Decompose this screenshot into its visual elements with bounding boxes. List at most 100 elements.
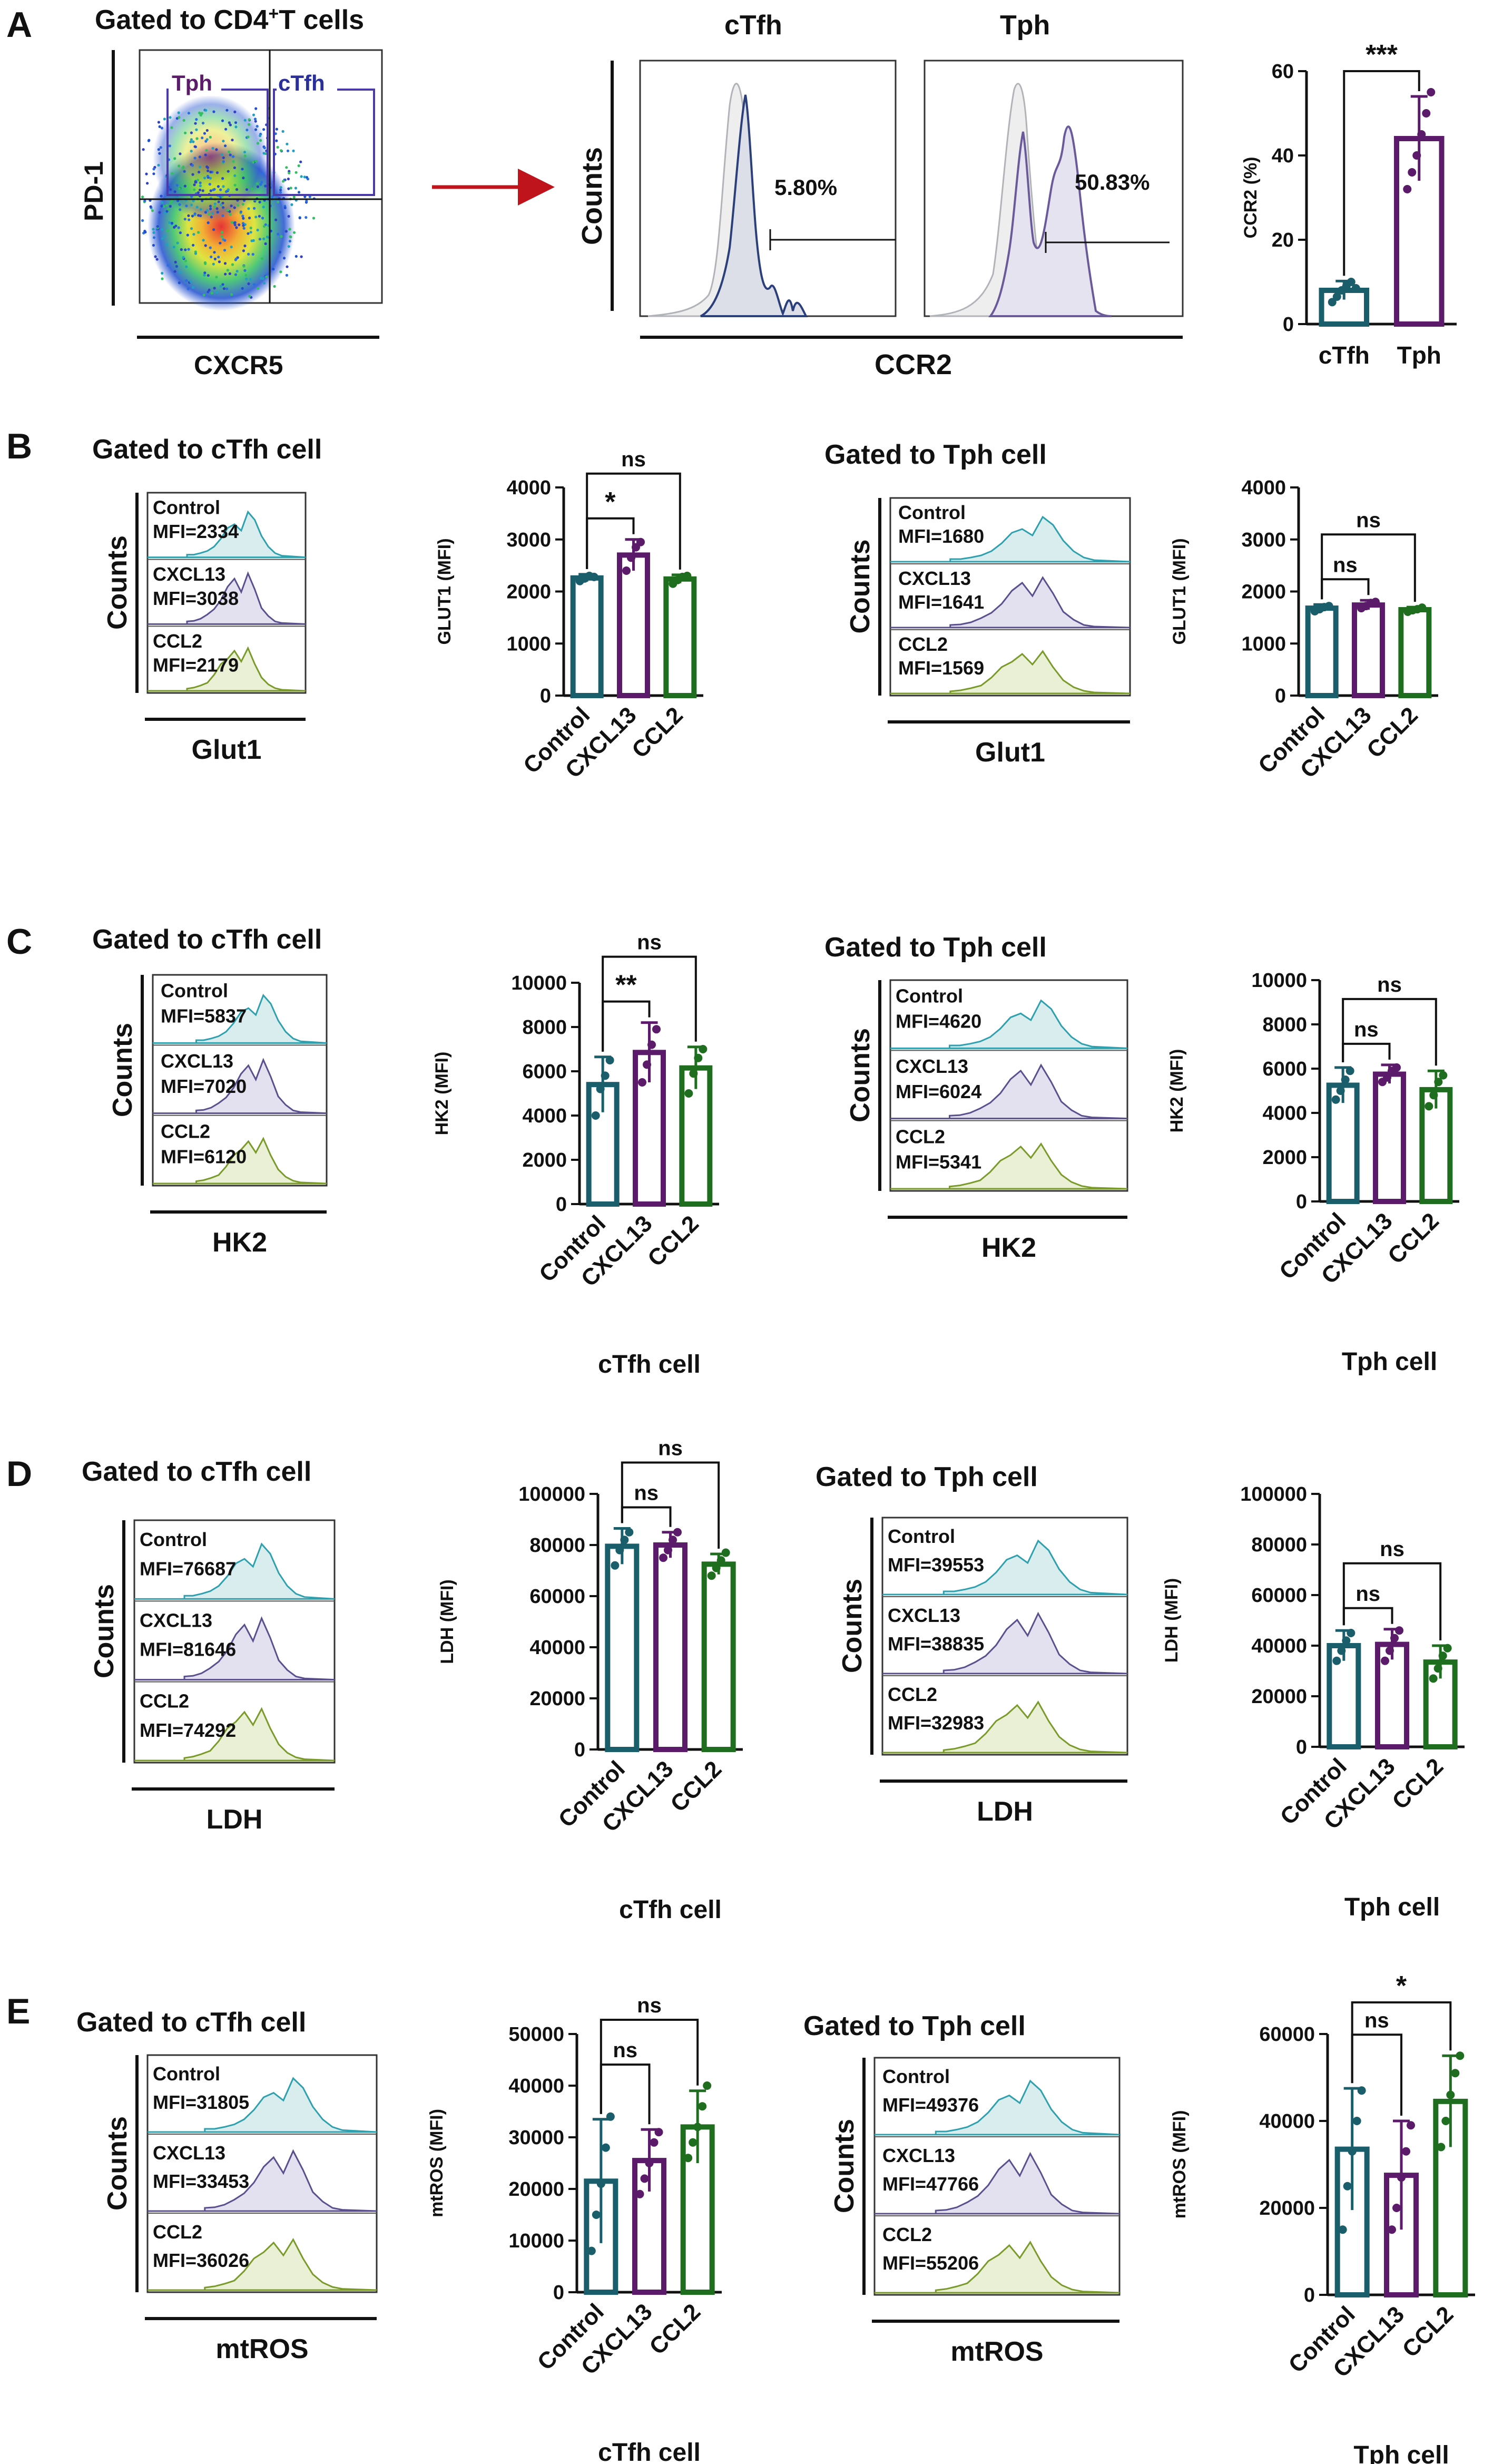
scatter-dot <box>208 183 211 186</box>
scatter-dot <box>282 257 286 260</box>
scatter-dot <box>288 228 291 231</box>
density-cloud-upper <box>153 95 269 221</box>
significance-bracket <box>1351 2033 1402 2116</box>
significance-bracket <box>1342 998 1437 1066</box>
scatter-dot <box>155 258 159 261</box>
y-tick-label: 60 <box>1272 61 1294 83</box>
hist-row-mfi: MFI=39553 <box>888 1554 984 1576</box>
scatter-dot <box>217 185 220 188</box>
scatter-dot <box>223 262 227 265</box>
scatter-dot <box>198 171 201 174</box>
scatter-dot <box>284 230 288 233</box>
scatter-dot <box>264 242 267 246</box>
scatter-dot <box>242 177 245 180</box>
scatter-dot <box>256 182 259 185</box>
hist-curve-cxcl13 <box>875 2152 1120 2215</box>
hist-row-mfi: MFI=49376 <box>882 2094 979 2116</box>
hist-frame <box>889 497 1131 697</box>
scatter-dot <box>212 228 215 231</box>
y-tick-label: 6000 <box>1262 1058 1307 1080</box>
scatter-dot <box>243 151 247 154</box>
data-point <box>1429 1091 1438 1100</box>
significance-label: ns <box>1356 1582 1380 1606</box>
hist-stack-c-ctfh: Gated to cTfh cell Counts HK2 Control MFI=58… <box>92 924 328 1258</box>
gated-title: Gated to Tph cell <box>803 2011 1026 2041</box>
scatter-dot <box>208 288 211 292</box>
data-point <box>1408 168 1417 177</box>
hist-curve-cxcl13 <box>890 576 1131 629</box>
data-point <box>1392 1063 1401 1072</box>
scatter-dot <box>186 287 190 290</box>
y-tick-label: 40000 <box>1251 1635 1307 1657</box>
panel-letter-a: A <box>6 5 32 45</box>
scatter-dot <box>254 160 258 163</box>
scatter-dot <box>161 277 164 280</box>
scatter-dot <box>294 187 298 190</box>
scatter-dot <box>161 201 164 204</box>
gated-title: Gated to cTfh cell <box>82 1456 311 1487</box>
scatter-dot <box>230 246 233 249</box>
scatter-dot <box>168 144 171 148</box>
y-tick-label: 10000 <box>1251 970 1307 992</box>
scatter-dot <box>292 195 296 199</box>
scatter-dot <box>182 119 185 122</box>
y-tick-label: 0 <box>553 2282 564 2304</box>
scatter-dot <box>161 271 164 275</box>
x-tick-label: CCL2 <box>665 1756 726 1817</box>
scatter-dot <box>187 248 190 251</box>
hist-row-name: CXCL13 <box>153 2142 225 2164</box>
scatter-dot <box>262 152 266 155</box>
scatter-dot <box>222 287 225 290</box>
scatter-dot <box>250 239 253 242</box>
scatter-dot <box>257 287 260 290</box>
scatter-dot <box>210 255 213 259</box>
significance-label: ns <box>658 1436 683 1460</box>
data-point <box>1352 2117 1361 2125</box>
scatter-dot <box>172 246 175 249</box>
scatter-dot <box>245 129 249 132</box>
hist-curve-control <box>134 1542 335 1600</box>
scatter-dot <box>201 136 204 140</box>
scatter-dot <box>256 125 259 128</box>
ccr2-hist-ctfh <box>700 94 808 317</box>
scatter-dot <box>213 257 217 261</box>
data-point <box>712 1563 721 1572</box>
scatter-dot <box>231 263 234 266</box>
scatter-dot <box>173 270 176 273</box>
scatter-dot <box>205 165 209 169</box>
significance-bracket <box>621 1506 672 1527</box>
hist-stack-d-ctfh: Gated to cTfh cell Counts LDH Control MFI=76… <box>82 1456 336 1835</box>
y-tick-label: 20000 <box>1251 1686 1307 1708</box>
data-point <box>1351 284 1360 292</box>
scatter-dot <box>197 179 200 182</box>
scatter-dot <box>160 204 163 208</box>
scatter-dot <box>171 172 174 175</box>
scatter-dot <box>178 116 181 119</box>
significance-label: ns <box>637 931 662 954</box>
scatter-dot <box>212 110 215 113</box>
scatter-dot <box>221 201 224 204</box>
scatter-dot <box>298 217 301 220</box>
data-point <box>689 1069 698 1078</box>
hist-row-name: Control <box>161 980 228 1002</box>
scatter-dot <box>219 203 222 207</box>
significance-label: ns <box>634 1481 659 1504</box>
scatter-dot <box>204 211 207 214</box>
hist-x-label: mtROS <box>215 2334 308 2364</box>
data-point <box>1381 1656 1389 1665</box>
bar-cxcl13 <box>653 1542 687 1752</box>
scatter-dot <box>222 160 225 163</box>
scatter-dot <box>254 120 257 123</box>
scatter-dot <box>218 260 221 263</box>
scatter-dot <box>157 148 160 151</box>
hist-row-mfi: MFI=36026 <box>153 2250 249 2271</box>
data-point <box>1433 1664 1442 1673</box>
scatter-dot <box>179 271 182 274</box>
x-tick-label: CCL2 <box>1387 1753 1448 1814</box>
scatter-dot <box>152 172 155 175</box>
scatter-dot <box>258 214 261 218</box>
scatter-dot <box>189 280 192 283</box>
hist-row-name: Control <box>896 985 963 1007</box>
